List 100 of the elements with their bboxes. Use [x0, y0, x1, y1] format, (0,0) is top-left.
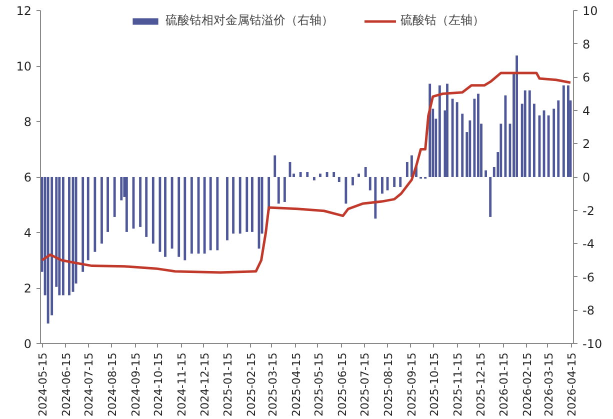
bar [358, 174, 360, 177]
bar [100, 177, 103, 244]
y-tick-label: 0 [24, 337, 32, 351]
bar [438, 85, 441, 177]
x-tick-label: 2024-06-15 [60, 352, 73, 416]
bar [68, 177, 70, 296]
x-tick-label: 2024-10-15 [152, 352, 166, 416]
y2-tick-label: -10 [582, 337, 602, 351]
x-tick-label: 2024-12-15 [198, 352, 212, 416]
bar [170, 177, 174, 249]
bar [152, 177, 154, 244]
bar [216, 177, 219, 250]
bar [46, 177, 50, 324]
bar [557, 100, 560, 177]
x-tick-label: 2025-02-15 [245, 352, 258, 416]
bar [528, 90, 531, 177]
bar [184, 177, 186, 260]
y-tick-label: 10 [16, 60, 32, 74]
bar [277, 177, 280, 204]
bar [516, 55, 518, 177]
bar [190, 177, 193, 254]
bar [477, 94, 480, 177]
bar [489, 177, 492, 217]
bar [145, 177, 148, 237]
bar [58, 177, 61, 296]
y-tick-label: 12 [16, 4, 32, 18]
x-tick-label: 2024-07-15 [82, 352, 96, 416]
bar [456, 102, 458, 177]
bar [246, 177, 248, 232]
bar [364, 167, 367, 177]
x-tick-label: 2025-09-15 [405, 352, 418, 416]
x-tick-label: 2025-01-15 [222, 352, 235, 416]
x-tick-label: 2026-02-15 [521, 352, 534, 416]
x-tick-label: 2025-12-15 [474, 352, 488, 416]
bar [468, 120, 472, 177]
bar [106, 177, 109, 232]
x-tick-label: 2025-04-15 [290, 352, 303, 416]
bar [238, 177, 242, 234]
legend-label: 硫酸钴（左轴） [400, 12, 484, 29]
bar [393, 177, 396, 187]
bar [274, 155, 276, 177]
y-tick-label: 4 [24, 226, 32, 240]
y2-tick-label: -2 [582, 204, 594, 218]
bar [484, 170, 488, 177]
bar [319, 174, 322, 177]
bar [446, 84, 448, 177]
bar [283, 177, 286, 202]
bar [381, 177, 384, 194]
y2-tick-label: 10 [582, 4, 598, 18]
bar [178, 177, 180, 257]
x-tick-label: 2025-05-15 [312, 352, 326, 416]
y2-tick-label: 2 [582, 137, 590, 152]
bar [306, 172, 309, 177]
bar [94, 177, 96, 252]
bar [352, 177, 354, 186]
x-tick-label: 2026-03-15 [542, 352, 556, 416]
y2-tick-label: 8 [582, 37, 590, 52]
bar [562, 85, 565, 177]
bar [139, 177, 142, 227]
y2-tick-label: 0 [582, 170, 590, 184]
bar [504, 95, 507, 177]
x-tick-label: 2026-04-15 [566, 352, 579, 416]
x-tick-label: 2025-11-15 [452, 352, 465, 416]
y2-tick-label: 4 [582, 104, 590, 118]
bar [344, 177, 348, 204]
x-tick-label: 2025-07-15 [358, 352, 372, 416]
y-tick-label: 8 [24, 115, 32, 129]
bar [368, 177, 372, 190]
bar [500, 124, 502, 177]
bar [113, 177, 116, 217]
x-tick-label: 2024-05-15 [36, 352, 50, 416]
line-series [40, 72, 572, 274]
bar [232, 177, 234, 234]
y2-tick-label: -8 [582, 304, 594, 318]
bar [410, 155, 413, 177]
x-tick-label: 2024-11-15 [176, 352, 189, 416]
bar [82, 177, 84, 272]
y2-tick-label: -4 [582, 237, 594, 252]
x-tick-label: 2024-08-15 [106, 352, 120, 416]
x-tick-label: 2025-08-15 [382, 352, 396, 416]
bar [374, 177, 377, 219]
bar [226, 177, 228, 240]
x-tick-label: 2026-01-15 [498, 352, 511, 416]
bar [524, 90, 526, 177]
bar [62, 177, 64, 296]
bar [332, 172, 336, 177]
bar [338, 177, 340, 182]
x-tick-label: 2025-10-15 [428, 352, 442, 416]
bar [158, 177, 162, 252]
bar [552, 108, 556, 177]
bar [209, 177, 212, 250]
bar [312, 177, 316, 180]
bar [406, 162, 408, 177]
bar [120, 177, 123, 200]
y-tick-label: 6 [24, 170, 32, 184]
bar [125, 177, 128, 232]
bar [203, 177, 206, 254]
bar [567, 85, 570, 177]
bar [547, 115, 550, 177]
x-tick-label: 2025-03-15 [266, 352, 280, 416]
